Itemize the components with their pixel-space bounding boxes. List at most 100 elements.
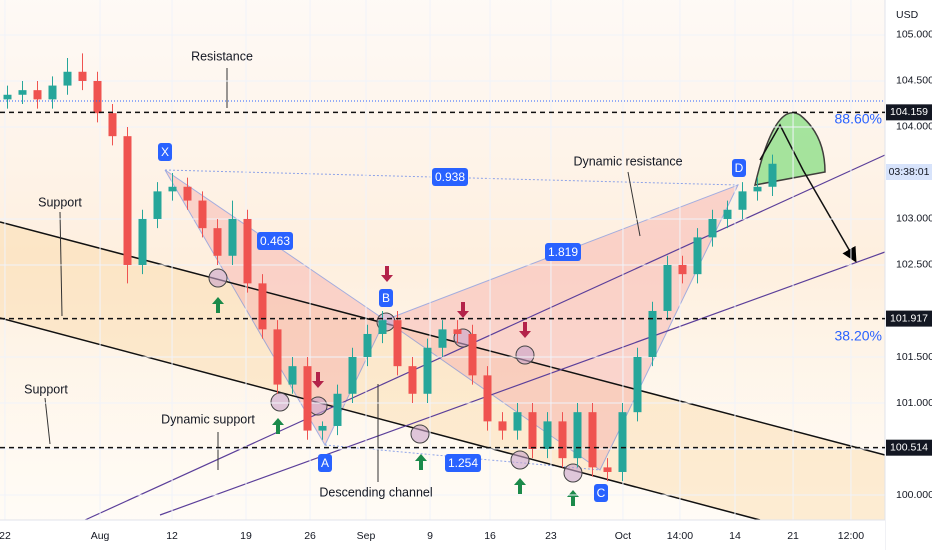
y-tick-label: 100.000 xyxy=(896,489,932,501)
candle-body xyxy=(273,329,282,385)
candle-body xyxy=(108,113,117,137)
y-tick-label: 105.000 xyxy=(896,29,932,41)
candle-body xyxy=(363,333,372,357)
projection-arrow xyxy=(759,123,857,263)
annotation: Dynamic resistance xyxy=(573,154,682,168)
y-tick-label: 104.000 xyxy=(896,121,932,133)
dynamic-support-line xyxy=(159,251,886,516)
x-tick-label: 21 xyxy=(787,530,799,542)
x-tick-label: 16 xyxy=(484,530,496,542)
ratio-label: 1.254 xyxy=(448,456,478,470)
point-box xyxy=(379,289,393,307)
candle-body xyxy=(123,136,132,265)
candle-body xyxy=(753,186,762,192)
annotation: Resistance xyxy=(191,49,253,63)
candle-body xyxy=(18,90,27,95)
down-arrows xyxy=(312,266,531,388)
candle-body xyxy=(438,329,447,348)
plot xyxy=(0,0,885,520)
ratio-box xyxy=(432,168,468,186)
candle-body xyxy=(468,333,477,376)
point-label: X xyxy=(161,145,169,159)
candle-body xyxy=(723,209,732,219)
ratio-box xyxy=(545,243,581,261)
annotation: Support xyxy=(38,195,82,209)
level-label: 100.514 xyxy=(890,441,928,453)
ratio-label: 1.819 xyxy=(548,245,578,259)
point-label: C xyxy=(597,486,606,500)
ratio-box xyxy=(257,232,293,250)
candle-body xyxy=(303,366,312,431)
countdown-box xyxy=(886,164,932,180)
x-tick-label: Sep xyxy=(357,530,376,542)
candle-body xyxy=(138,218,147,265)
candle-body xyxy=(378,320,387,334)
candle-body xyxy=(693,237,702,275)
y-tick-label: 103.000 xyxy=(896,213,932,225)
x-tick-label: 22 xyxy=(0,530,11,542)
candle-body xyxy=(483,375,492,422)
candle-body xyxy=(453,329,462,334)
candle-body xyxy=(78,71,87,81)
candle-body xyxy=(528,412,537,449)
price-axis xyxy=(885,0,932,550)
point-box xyxy=(594,484,608,502)
candle-body xyxy=(513,412,522,431)
candle-body xyxy=(93,80,102,114)
point-label: D xyxy=(735,161,744,175)
y-tick-label: 104.500 xyxy=(896,75,932,87)
x-tick-label: 12:00 xyxy=(838,530,864,542)
x-tick-label: 23 xyxy=(545,530,557,542)
level-box xyxy=(886,104,932,121)
point-box xyxy=(732,159,746,177)
candle-body xyxy=(318,425,327,431)
candle-body xyxy=(213,228,222,256)
point-box xyxy=(318,454,332,472)
x-tick-label: 19 xyxy=(240,530,252,542)
x-tick-label: 14:00 xyxy=(667,530,693,542)
level-box xyxy=(886,439,932,456)
candle-body xyxy=(228,218,237,256)
candle-body xyxy=(33,90,42,100)
candle-body xyxy=(3,94,12,100)
point-box xyxy=(158,143,172,161)
x-tick-label: Aug xyxy=(91,530,110,542)
candle-body xyxy=(333,393,342,426)
candle-body xyxy=(618,412,627,472)
y-tick-label: 101.500 xyxy=(896,351,932,363)
time-axis xyxy=(0,520,885,550)
candle-body xyxy=(348,356,357,394)
candle-body xyxy=(48,85,57,100)
candle-body xyxy=(573,412,582,459)
candle-body xyxy=(768,163,777,187)
y-tick-label: 102.500 xyxy=(896,259,932,271)
candle-body xyxy=(393,320,402,367)
candle-body xyxy=(243,218,252,284)
candle-body xyxy=(603,467,612,472)
candle-body xyxy=(183,186,192,201)
channel-lower xyxy=(0,317,761,521)
candle-body xyxy=(558,421,567,459)
annotation: Descending channel xyxy=(319,485,432,499)
channel-fill xyxy=(0,222,885,520)
ratio-label: 0.463 xyxy=(260,234,290,248)
candle-body xyxy=(498,421,507,431)
candle-body xyxy=(168,186,177,192)
currency: USD xyxy=(896,9,919,21)
level-label: 101.917 xyxy=(890,312,928,324)
fib-label: 38.20% xyxy=(835,328,882,344)
candle-body xyxy=(663,264,672,311)
up-arrows xyxy=(212,297,579,506)
candle-body xyxy=(738,191,747,210)
annotation: Support xyxy=(24,382,68,396)
xd-line xyxy=(164,169,739,186)
countdown: 03:38:01 xyxy=(889,166,930,178)
x-tick-label: 9 xyxy=(427,530,433,542)
x-tick-label: 12 xyxy=(166,530,178,542)
candle-body xyxy=(423,347,432,394)
fib-label: 88.60% xyxy=(835,111,882,127)
candle-body xyxy=(633,356,642,413)
point-label: A xyxy=(321,456,329,470)
candle-body xyxy=(288,366,297,385)
